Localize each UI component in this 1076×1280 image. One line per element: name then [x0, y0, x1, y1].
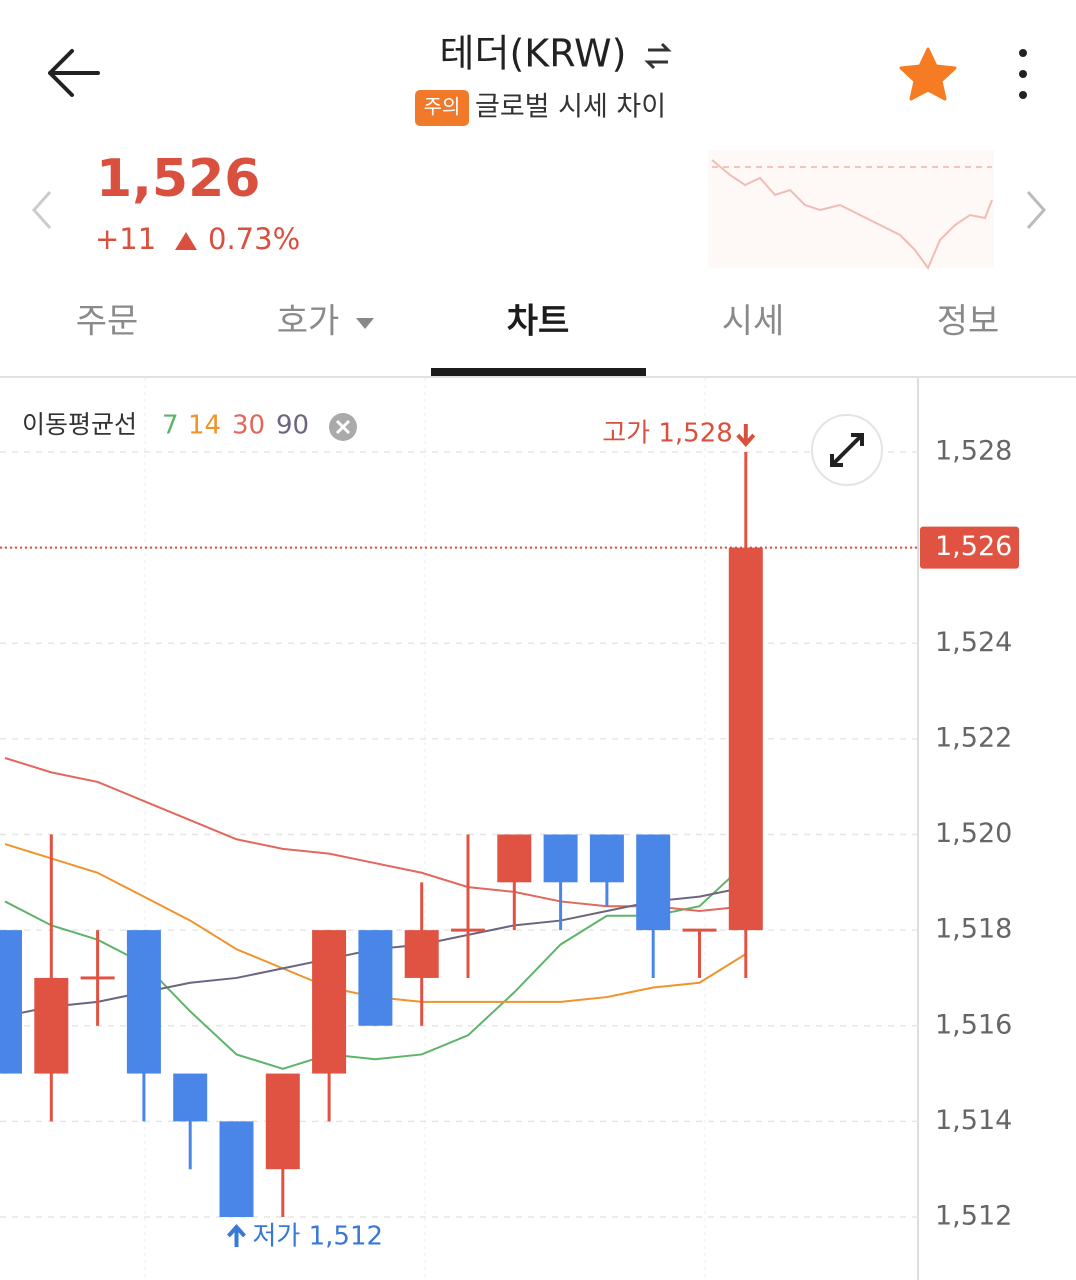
- candle-body: [80, 976, 115, 980]
- active-tab-indicator: [431, 368, 646, 377]
- candle-body: [34, 977, 69, 1074]
- candle-body: [0, 930, 22, 1074]
- price-rate: 0.73%: [208, 222, 300, 256]
- next-button[interactable]: [1026, 191, 1047, 229]
- candle-body: [265, 1073, 300, 1170]
- y-tick-label: 1,520: [935, 818, 1012, 849]
- tab[interactable]: 정보: [937, 302, 1000, 342]
- y-tick-label: 1,516: [935, 1009, 1012, 1040]
- candle-body: [451, 928, 485, 932]
- legend-entry: 90: [276, 411, 309, 441]
- candle-body: [404, 930, 439, 978]
- subtitle[interactable]: 글로벌 시세 차이: [475, 92, 666, 123]
- prev-button[interactable]: [31, 191, 52, 229]
- candle-body: [543, 834, 578, 883]
- y-tick-label: 1,518: [935, 914, 1012, 945]
- candle-body: [358, 930, 393, 1026]
- moving-average-line: [4, 757, 746, 913]
- legend-entry: 14: [188, 411, 221, 441]
- candle-body: [589, 834, 624, 883]
- y-tick-label: 1,528: [935, 436, 1012, 467]
- tab[interactable]: 시세: [722, 302, 785, 342]
- current-price-tag: [920, 526, 1019, 569]
- up-triangle: [175, 232, 197, 250]
- sparkline: [708, 150, 994, 271]
- tab[interactable]: 주문: [76, 302, 139, 342]
- tab[interactable]: 호가: [277, 302, 340, 342]
- back-button[interactable]: [48, 49, 100, 97]
- y-tick-label: 1,512: [935, 1201, 1012, 1232]
- low-arrow: [227, 1223, 246, 1247]
- legend-entry: 7: [162, 411, 179, 441]
- badge: 주의: [424, 95, 461, 119]
- high-arrow: [736, 424, 756, 448]
- menu-button[interactable]: [1019, 49, 1027, 99]
- candle-body: [219, 1121, 254, 1217]
- candle-body: [682, 928, 717, 932]
- price: 1,526: [96, 149, 260, 209]
- vertical-grid: [144, 378, 706, 1280]
- title: 테더(KRW): [440, 32, 627, 76]
- dropdown-arrow[interactable]: [356, 318, 374, 329]
- high-annotation: 고가 1,528: [602, 419, 733, 449]
- legend-close-x: [335, 419, 351, 435]
- candle-body: [312, 930, 347, 1074]
- expand-icon: [830, 433, 864, 467]
- legend-entry: 30: [232, 411, 265, 441]
- y-tick-label: 1,522: [935, 722, 1012, 753]
- favorite-star[interactable]: [899, 47, 957, 101]
- price-change: +11: [95, 222, 156, 256]
- low-annotation: 저가 1,512: [253, 1222, 384, 1252]
- candle-body: [636, 834, 671, 931]
- swap-icon[interactable]: [644, 42, 672, 70]
- candle-body: [126, 930, 161, 1074]
- candle-body: [728, 547, 763, 931]
- tab[interactable]: 차트: [507, 302, 570, 342]
- current-price-label: 1,526: [935, 531, 1012, 562]
- candle-body: [497, 834, 532, 883]
- legend-title: 이동평균선: [22, 410, 137, 439]
- badge-bg: [415, 90, 469, 126]
- y-tick-label: 1,524: [935, 627, 1012, 658]
- candle-body: [173, 1073, 208, 1122]
- tab-bar: 주문 호가 차트 시세 정보: [76, 302, 1000, 342]
- y-tick-label: 1,514: [935, 1105, 1012, 1136]
